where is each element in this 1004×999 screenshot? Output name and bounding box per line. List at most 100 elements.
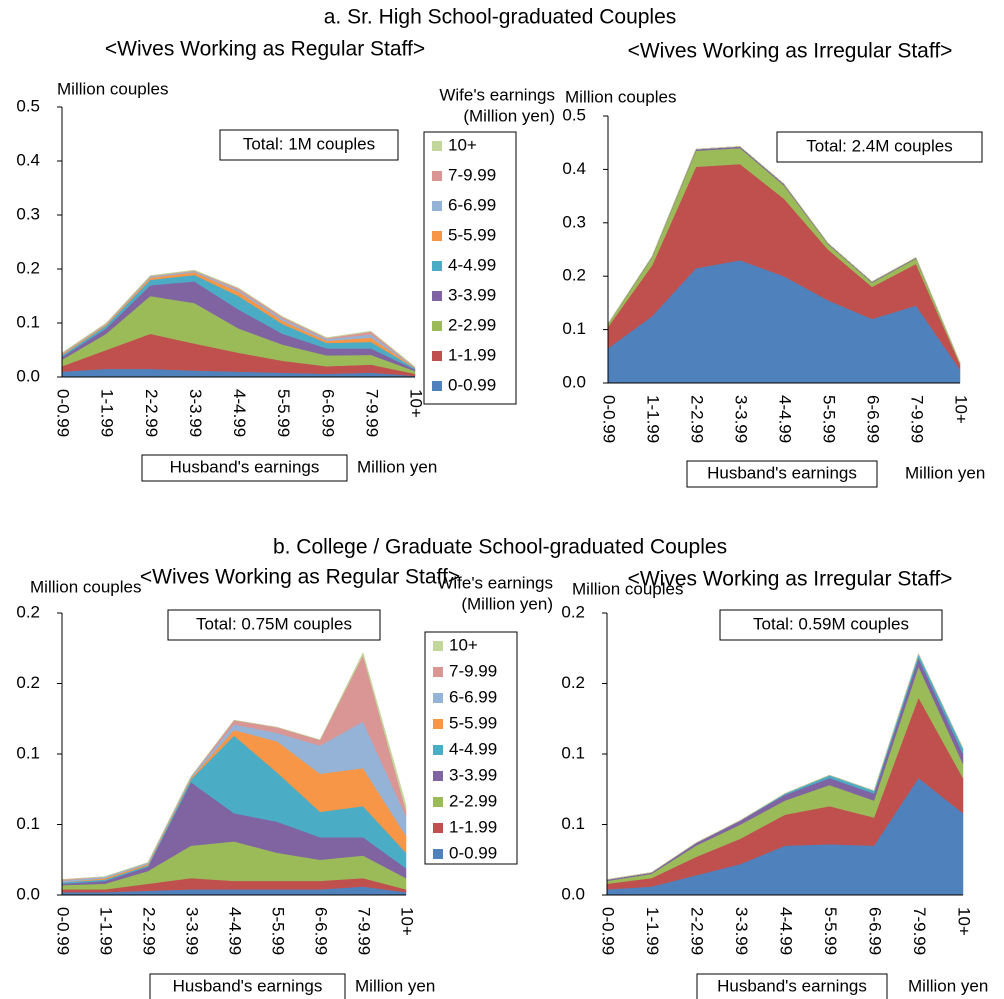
x-tick-label: 5-5.99: [269, 907, 288, 955]
annotation: Total: 2.4M couples: [806, 136, 952, 155]
area: [61, 651, 407, 880]
y-axis-label: Million couples: [30, 577, 142, 596]
chart-title: <Wives Working as Irregular Staff>: [628, 40, 953, 63]
area: [607, 146, 961, 363]
x-tick-label: 2-2.99: [140, 907, 159, 955]
x-tick-label: 2-2.99: [142, 389, 161, 437]
x-tick-label: 4-4.99: [226, 907, 245, 955]
x-tick-label: 7-9.99: [355, 907, 374, 955]
x-tick-label: 1-1.99: [643, 907, 662, 955]
chart-title: <Wives Working as Irregular Staff>: [628, 568, 953, 591]
x-unit: Million yen: [905, 463, 985, 482]
legend-label: 7-9.99: [449, 661, 497, 680]
x-tick-label: 3-3.99: [732, 907, 751, 955]
legend-swatch: [433, 797, 443, 807]
legend-label: 5-5.99: [449, 713, 497, 732]
y-tick-label: 0.0: [561, 884, 585, 903]
x-tick-label: 6-6.99: [312, 907, 331, 955]
legend-swatch: [432, 141, 442, 151]
legend-swatch: [432, 171, 442, 181]
y-tick-label: 0.3: [562, 212, 586, 231]
x-tick-label: 3-3.99: [186, 389, 205, 437]
legend-swatch: [433, 849, 443, 859]
x-tick-label: 1-1.99: [98, 389, 117, 437]
y-tick-label: 0.2: [16, 258, 40, 277]
x-tick-label: 4-4.99: [230, 389, 249, 437]
annotation: Total: 0.75M couples: [196, 614, 352, 633]
y-tick-label: 0.2: [561, 673, 585, 692]
x-tick-label: 10+: [398, 907, 417, 936]
x-tick-label: 6-6.99: [864, 395, 883, 443]
y-tick-label: 0.2: [16, 602, 40, 621]
x-unit: Million yen: [355, 976, 435, 995]
legend-label: 2-2.99: [449, 791, 497, 810]
area: [61, 269, 416, 368]
legend-label: 4-4.99: [449, 739, 497, 758]
y-tick-label: 0.1: [16, 814, 40, 833]
x-label-box: [149, 973, 346, 999]
y-tick-label: 0.1: [16, 743, 40, 762]
y-tick-label: 0.1: [561, 743, 585, 762]
y-tick-label: 0.5: [16, 96, 40, 115]
legend-swatch: [433, 641, 443, 651]
legend-swatch: [433, 745, 443, 755]
chart-title: <Wives Working as Regular Staff>: [105, 38, 425, 61]
x-tick-label: 7-9.99: [908, 395, 927, 443]
area: [606, 653, 964, 880]
y-tick-label: 0.0: [16, 366, 40, 385]
legend-swatch: [432, 321, 442, 331]
section-title: a. Sr. High School-graduated Couples: [324, 6, 677, 29]
legend-swatch: [433, 693, 443, 703]
annotation: Total: 1M couples: [243, 134, 375, 153]
x-tick-label: 2-2.99: [688, 395, 707, 443]
legend-swatch: [432, 381, 442, 391]
annotation: Total: 0.59M couples: [753, 614, 909, 633]
x-tick-label: 5-5.99: [274, 389, 293, 437]
x-tick-label: 0-0.99: [54, 389, 73, 437]
y-tick-label: 0.2: [562, 266, 586, 285]
x-tick-label: 7-9.99: [362, 389, 381, 437]
chart-title: <Wives Working as Regular Staff>: [140, 566, 460, 589]
x-tick-label: 0-0.99: [599, 907, 618, 955]
x-tick-label: 10+: [952, 395, 971, 424]
y-axis-label: Million couples: [565, 87, 677, 106]
x-tick-label: 2-2.99: [688, 907, 707, 955]
legend-label: 1-1.99: [449, 817, 497, 836]
x-label-box: [141, 454, 348, 482]
x-axis-label: Husband's earnings: [707, 463, 857, 482]
legend-swatch: [432, 351, 442, 361]
x-tick-label: 5-5.99: [820, 395, 839, 443]
y-tick-label: 0.0: [16, 884, 40, 903]
legend-title: (Million yen): [461, 594, 553, 613]
legend-title: Wife's earnings: [439, 85, 555, 104]
legend-swatch: [433, 667, 443, 677]
annotation-box: [219, 129, 399, 161]
y-tick-label: 0.2: [561, 602, 585, 621]
y-axis-label: Million couples: [572, 579, 684, 598]
x-label-box: [696, 973, 888, 999]
legend-label: 5-5.99: [448, 225, 496, 244]
y-tick-label: 0.2: [16, 673, 40, 692]
legend-label: 7-9.99: [448, 165, 496, 184]
x-tick-label: 6-6.99: [866, 907, 885, 955]
y-tick-label: 0.1: [561, 814, 585, 833]
legend-label: 3-3.99: [448, 285, 496, 304]
x-axis-label: Husband's earnings: [170, 457, 320, 476]
legend-swatch: [433, 719, 443, 729]
y-tick-label: 0.1: [16, 312, 40, 331]
x-tick-label: 3-3.99: [183, 907, 202, 955]
legend-swatch: [432, 231, 442, 241]
x-tick-label: 5-5.99: [821, 907, 840, 955]
y-tick-label: 0.0: [562, 372, 586, 391]
legend-swatch: [432, 291, 442, 301]
y-tick-label: 0.5: [562, 105, 586, 124]
legend-label: 2-2.99: [448, 315, 496, 334]
x-tick-label: 4-4.99: [777, 907, 796, 955]
x-tick-label: 1-1.99: [97, 907, 116, 955]
legend-label: 10+: [449, 635, 478, 654]
x-tick-label: 7-9.99: [910, 907, 929, 955]
x-axis-label: Husband's earnings: [173, 976, 323, 995]
legend-swatch: [432, 201, 442, 211]
y-tick-label: 0.1: [562, 319, 586, 338]
legend-label: 6-6.99: [449, 687, 497, 706]
